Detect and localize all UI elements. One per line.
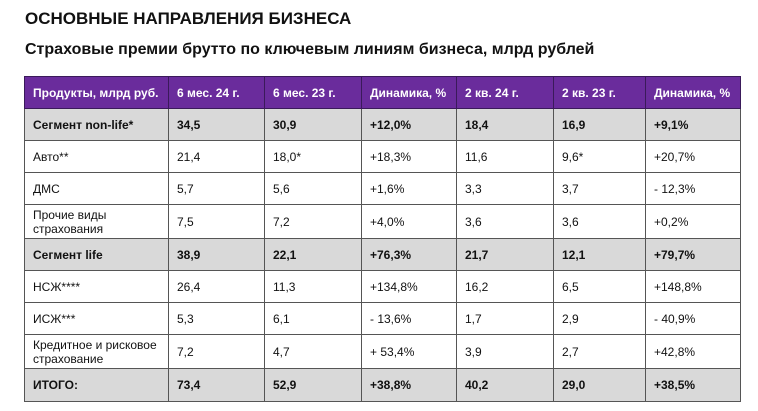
cell-value: 52,9 — [264, 368, 362, 402]
cell-value: 29,0 — [553, 368, 646, 402]
row-label: НСЖ**** — [24, 270, 169, 303]
cell-dynamics: +18,3% — [361, 140, 457, 173]
cell-value: 21,4 — [168, 140, 265, 173]
cell-dynamics: +76,3% — [361, 238, 457, 271]
cell-dynamics: +42,8% — [645, 334, 741, 369]
cell-value: 38,9 — [168, 238, 265, 271]
cell-value: 5,6 — [264, 172, 362, 205]
table-row-iszh: ИСЖ*** 5,3 6,1 - 13,6% 1,7 2,9 - 40,9% — [24, 302, 741, 335]
table-row-segment-life: Сегмент life 38,9 22,1 +76,3% 21,7 12,1 … — [24, 238, 741, 271]
cell-value: 18,4 — [456, 108, 554, 141]
row-label: Прочие виды страхования — [24, 204, 169, 239]
row-label: ИТОГО: — [24, 368, 169, 402]
cell-value: 22,1 — [264, 238, 362, 271]
cell-dynamics: +134,8% — [361, 270, 457, 303]
column-header-6m-24: 6 мес. 24 г. — [168, 76, 265, 109]
cell-value: 7,2 — [264, 204, 362, 239]
cell-value: 7,2 — [168, 334, 265, 369]
row-label: Авто** — [24, 140, 169, 173]
cell-value: 12,1 — [553, 238, 646, 271]
cell-dynamics: +79,7% — [645, 238, 741, 271]
cell-dynamics: - 13,6% — [361, 302, 457, 335]
row-label: Кредитное и рисковое страхование — [24, 334, 169, 369]
cell-value: 11,6 — [456, 140, 554, 173]
cell-dynamics: +0,2% — [645, 204, 741, 239]
cell-value: 6,5 — [553, 270, 646, 303]
cell-value: 5,3 — [168, 302, 265, 335]
cell-value: 21,7 — [456, 238, 554, 271]
row-label: Сегмент life — [24, 238, 169, 271]
cell-value: 16,9 — [553, 108, 646, 141]
column-header-q2-23: 2 кв. 23 г. — [553, 76, 646, 109]
cell-dynamics: +9,1% — [645, 108, 741, 141]
cell-value: 40,2 — [456, 368, 554, 402]
row-label: Сегмент non-life* — [24, 108, 169, 141]
cell-dynamics: +4,0% — [361, 204, 457, 239]
table-row-total: ИТОГО: 73,4 52,9 +38,8% 40,2 29,0 +38,5% — [24, 368, 741, 402]
column-header-products: Продукты, млрд руб. — [24, 76, 169, 109]
cell-value: 3,3 — [456, 172, 554, 205]
cell-value: 3,9 — [456, 334, 554, 369]
column-header-q2-24: 2 кв. 24 г. — [456, 76, 554, 109]
cell-dynamics: +38,8% — [361, 368, 457, 402]
cell-value: 3,6 — [456, 204, 554, 239]
cell-value: 2,9 — [553, 302, 646, 335]
cell-value: 26,4 — [168, 270, 265, 303]
column-header-6m-dynamics: Динамика, % — [361, 76, 457, 109]
page-title: ОСНОВНЫЕ НАПРАВЛЕНИЯ БИЗНЕСА — [25, 9, 352, 28]
cell-value: 16,2 — [456, 270, 554, 303]
table-row-segment-nonlife: Сегмент non-life* 34,5 30,9 +12,0% 18,4 … — [24, 108, 741, 141]
table-row-other-insurance: Прочие виды страхования 7,5 7,2 +4,0% 3,… — [24, 204, 741, 239]
cell-dynamics: +20,7% — [645, 140, 741, 173]
table-row-credit-risk: Кредитное и рисковое страхование 7,2 4,7… — [24, 334, 741, 369]
page-subtitle: Страховые премии брутто по ключевым лини… — [25, 41, 595, 58]
cell-value: 30,9 — [264, 108, 362, 141]
cell-value: 73,4 — [168, 368, 265, 402]
cell-value: 11,3 — [264, 270, 362, 303]
row-label: ИСЖ*** — [24, 302, 169, 335]
cell-dynamics: +12,0% — [361, 108, 457, 141]
premiums-table: Продукты, млрд руб. 6 мес. 24 г. 6 мес. … — [24, 76, 741, 402]
cell-value: 2,7 — [553, 334, 646, 369]
cell-dynamics: +148,8% — [645, 270, 741, 303]
cell-value: 18,0* — [264, 140, 362, 173]
column-header-6m-23: 6 мес. 23 г. — [264, 76, 362, 109]
cell-value: 7,5 — [168, 204, 265, 239]
column-header-q2-dynamics: Динамика, % — [645, 76, 741, 109]
cell-value: 1,7 — [456, 302, 554, 335]
cell-value: 3,6 — [553, 204, 646, 239]
table-header-row: Продукты, млрд руб. 6 мес. 24 г. 6 мес. … — [24, 76, 741, 109]
cell-dynamics: + 53,4% — [361, 334, 457, 369]
table-row-auto: Авто** 21,4 18,0* +18,3% 11,6 9,6* +20,7… — [24, 140, 741, 173]
cell-dynamics: +38,5% — [645, 368, 741, 402]
cell-value: 4,7 — [264, 334, 362, 369]
cell-dynamics: +1,6% — [361, 172, 457, 205]
cell-dynamics: - 40,9% — [645, 302, 741, 335]
cell-value: 6,1 — [264, 302, 362, 335]
cell-value: 3,7 — [553, 172, 646, 205]
row-label: ДМС — [24, 172, 169, 205]
cell-dynamics: - 12,3% — [645, 172, 741, 205]
cell-value: 9,6* — [553, 140, 646, 173]
table-row-dms: ДМС 5,7 5,6 +1,6% 3,3 3,7 - 12,3% — [24, 172, 741, 205]
table-row-nszh: НСЖ**** 26,4 11,3 +134,8% 16,2 6,5 +148,… — [24, 270, 741, 303]
cell-value: 5,7 — [168, 172, 265, 205]
cell-value: 34,5 — [168, 108, 265, 141]
